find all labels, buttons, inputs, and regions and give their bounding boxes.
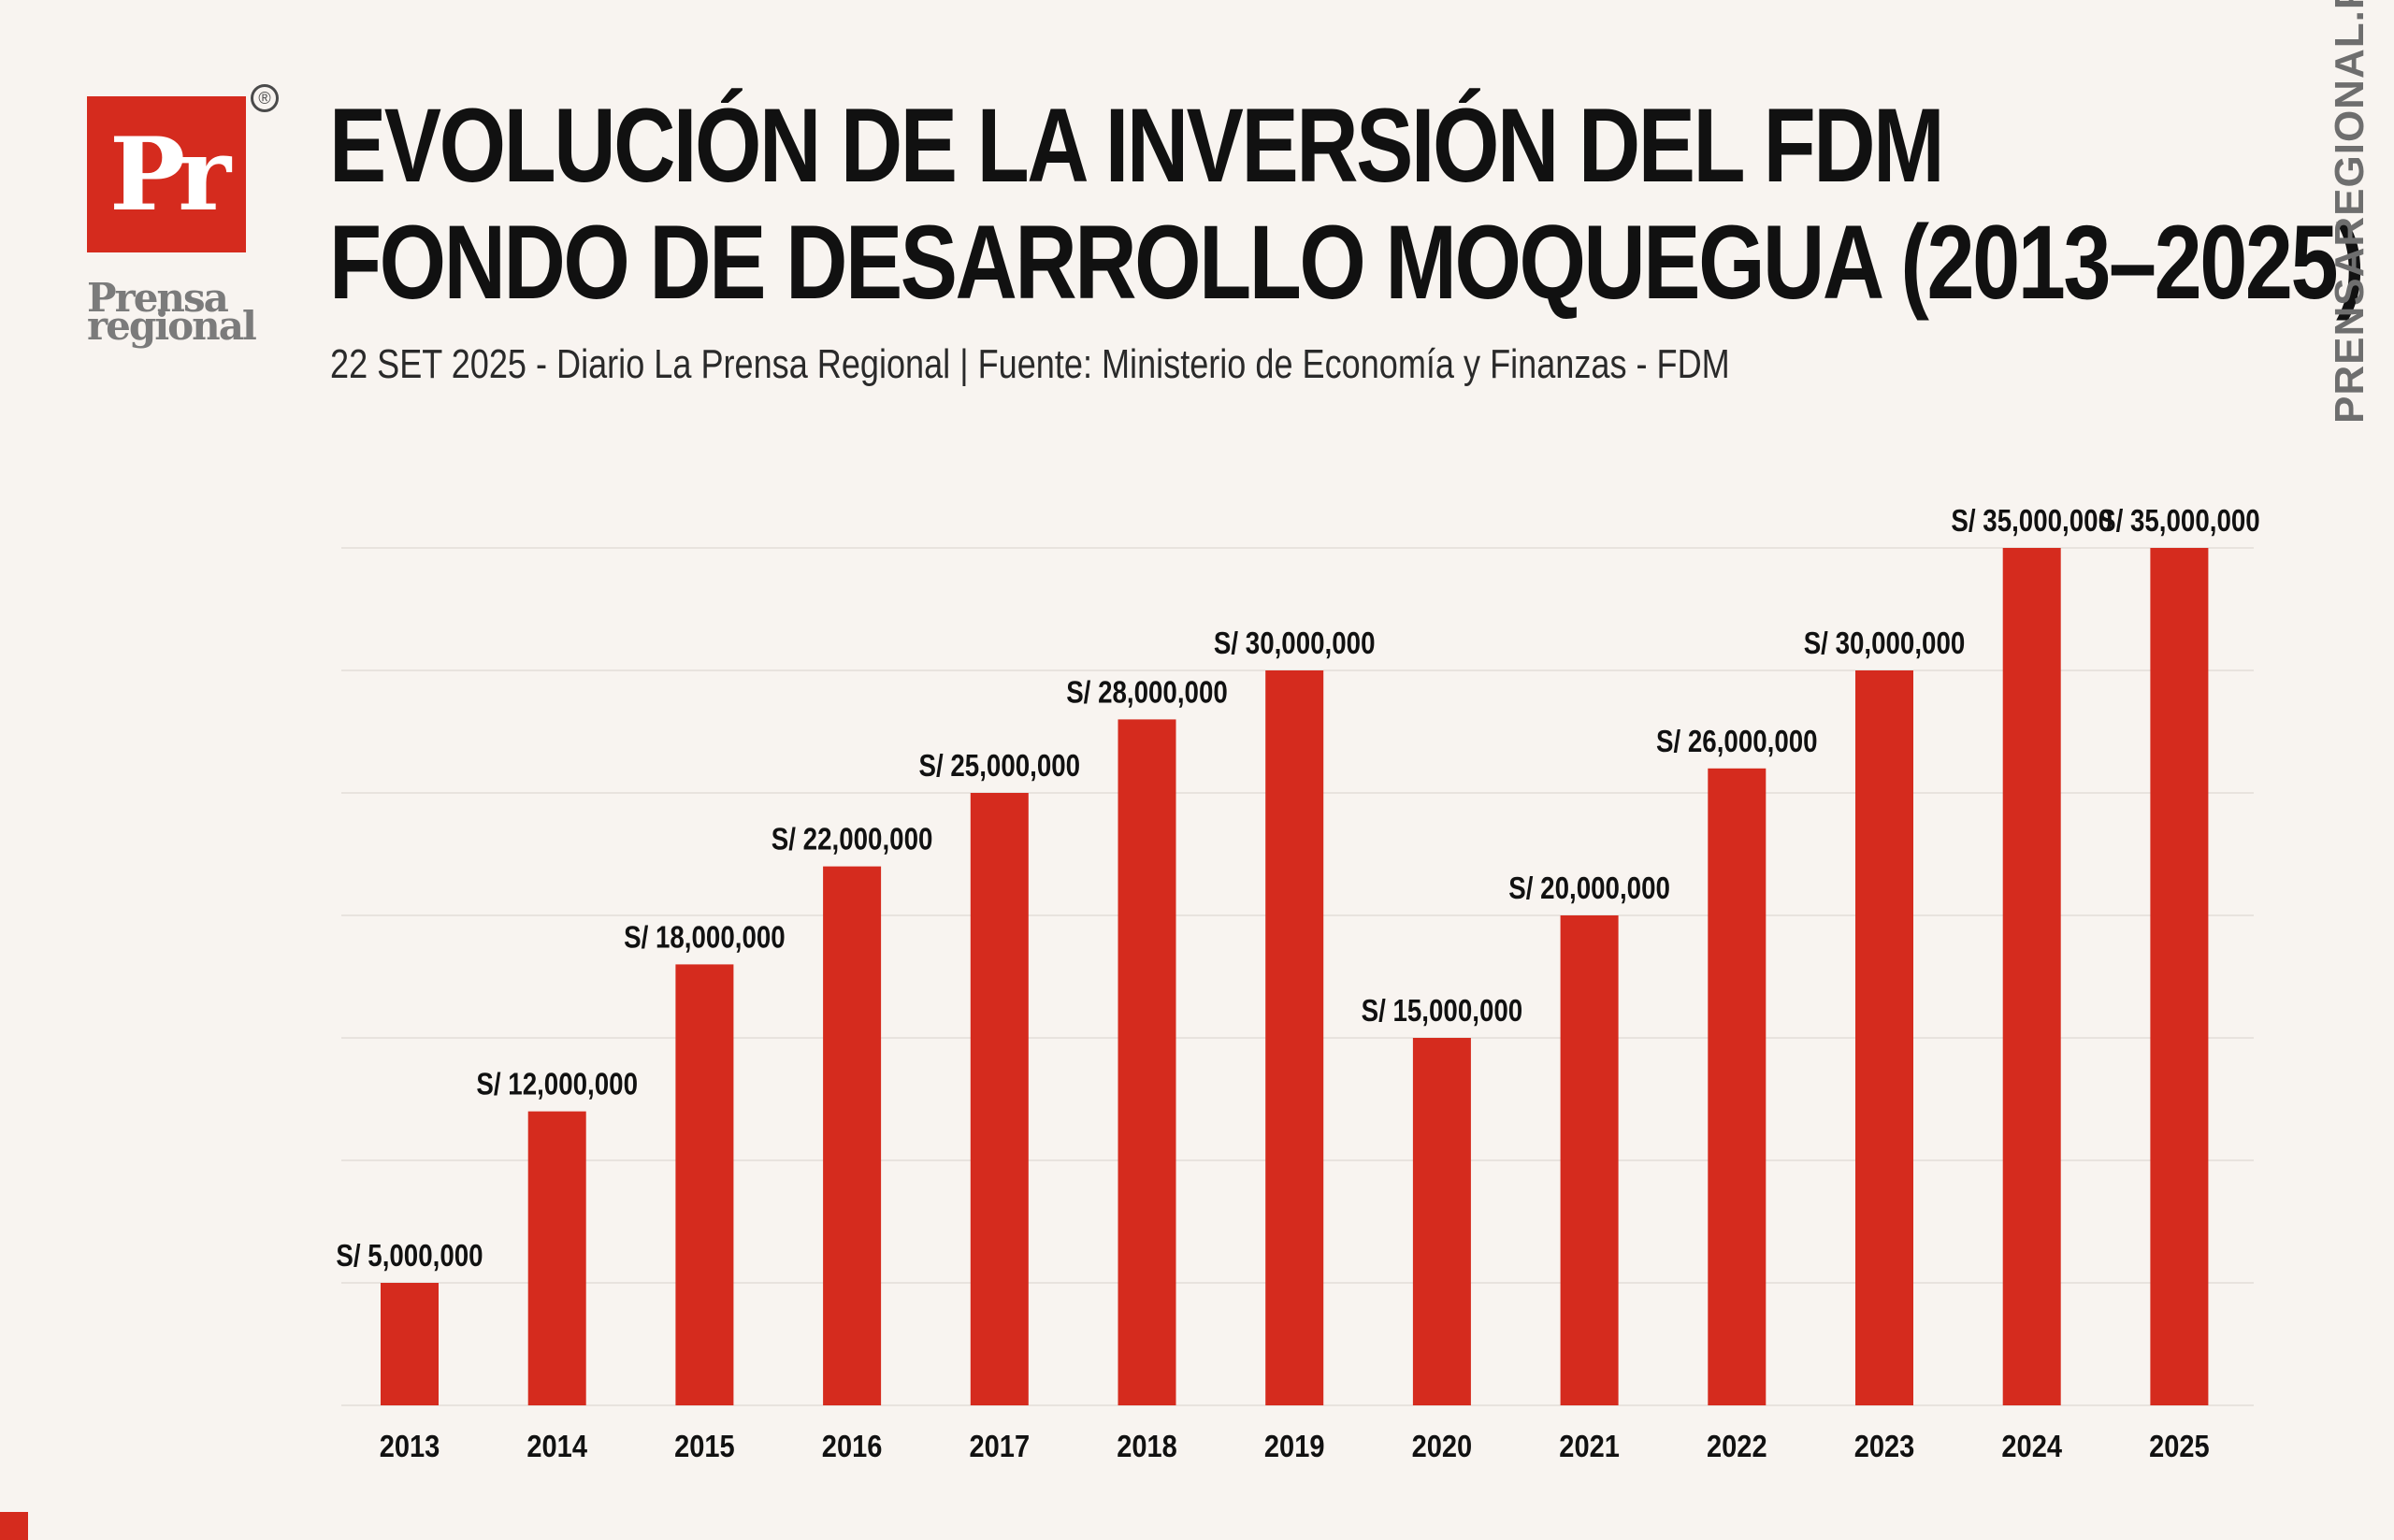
data-label-2018: S/ 28,000,000 [1066, 675, 1228, 710]
data-label-2019: S/ 30,000,000 [1214, 626, 1376, 661]
logo-mark-text: Pr [108, 115, 231, 234]
x-tick-label-2023: 2023 [1854, 1429, 1915, 1463]
data-label-2017: S/ 25,000,000 [919, 749, 1081, 784]
x-tick-label-2022: 2022 [1707, 1429, 1767, 1463]
bar-2013 [381, 1283, 439, 1405]
bar-2024 [2002, 548, 2061, 1405]
x-tick-label-2013: 2013 [380, 1429, 440, 1463]
data-label-2016: S/ 22,000,000 [772, 822, 933, 856]
data-label-2015: S/ 18,000,000 [624, 920, 786, 955]
data-label-2021: S/ 20,000,000 [1508, 871, 1670, 906]
page-subtitle: 22 SET 2025 - Diario La Prensa Regional … [330, 341, 1730, 387]
x-tick-label-2014: 2014 [526, 1429, 587, 1463]
x-tick-label-2020: 2020 [1412, 1429, 1473, 1463]
x-tick-label-2021: 2021 [1559, 1429, 1620, 1463]
data-label-2023: S/ 30,000,000 [1804, 626, 1966, 661]
bar-2015 [675, 964, 734, 1405]
x-tick-label-2017: 2017 [970, 1429, 1031, 1463]
x-tick-label-2024: 2024 [2001, 1429, 2062, 1463]
data-label-2014: S/ 12,000,000 [476, 1067, 638, 1101]
bar-2022 [1708, 768, 1767, 1405]
bar-2016 [823, 866, 882, 1405]
bar-2021 [1560, 915, 1619, 1405]
page-title-line1: EVOLUCIÓN DE LA INVERSIÓN DEL FDM [329, 87, 1945, 204]
x-tick-label-2016: 2016 [822, 1429, 883, 1463]
bar-2014 [527, 1111, 586, 1405]
data-label-2022: S/ 26,000,000 [1656, 725, 1818, 759]
x-tick-label-2018: 2018 [1117, 1429, 1177, 1463]
logo-word-regional: regional [87, 303, 257, 349]
logo-mark: Pr [87, 96, 246, 252]
logo-word-prensa: Prensa [87, 275, 229, 321]
bar-2020 [1412, 1038, 1471, 1405]
bar-2025 [2150, 548, 2209, 1405]
x-tick-label-2025: 2025 [2149, 1429, 2210, 1463]
data-label-2025: S/ 35,000,000 [2098, 504, 2260, 539]
corner-accent [0, 1512, 28, 1540]
bar-2023 [1855, 670, 1913, 1405]
data-label-2013: S/ 5,000,000 [336, 1239, 483, 1274]
registered-icon: ® [251, 84, 279, 112]
data-label-2024: S/ 35,000,000 [1951, 504, 2113, 539]
x-tick-label-2019: 2019 [1264, 1429, 1325, 1463]
data-label-2020: S/ 15,000,000 [1362, 994, 1523, 1029]
bar-2018 [1118, 719, 1176, 1405]
x-tick-label-2015: 2015 [674, 1429, 735, 1463]
bar-2017 [970, 793, 1029, 1405]
bar-2019 [1265, 670, 1324, 1405]
